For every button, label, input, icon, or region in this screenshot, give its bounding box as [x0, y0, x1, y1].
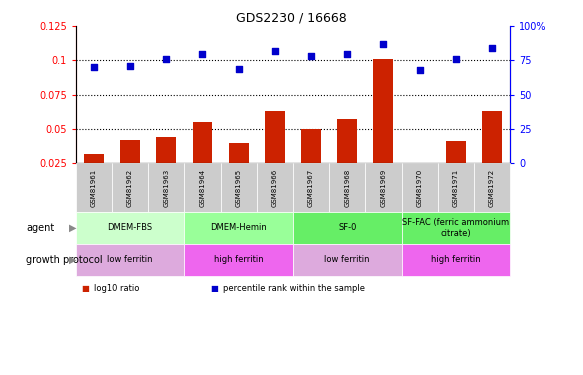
Text: ■: ■	[210, 284, 218, 293]
Bar	[229, 142, 248, 197]
Point	[234, 66, 243, 72]
Point	[343, 51, 352, 57]
Text: agent: agent	[26, 223, 54, 233]
Bar	[120, 140, 140, 197]
Text: growth protocol: growth protocol	[26, 255, 103, 265]
Text: DMEM-Hemin: DMEM-Hemin	[210, 224, 267, 232]
Point	[125, 63, 135, 69]
Text: ■: ■	[82, 284, 90, 293]
Point	[89, 64, 99, 70]
Bar	[374, 59, 394, 197]
Bar	[265, 111, 285, 197]
Text: GSM81970: GSM81970	[417, 168, 423, 207]
Text: GSM81967: GSM81967	[308, 168, 314, 207]
Text: low ferritin: low ferritin	[107, 255, 153, 264]
Text: ▶: ▶	[69, 223, 76, 233]
Bar	[192, 122, 212, 197]
Text: log10 ratio: log10 ratio	[94, 284, 140, 293]
Text: GSM81965: GSM81965	[236, 168, 242, 207]
Point	[415, 67, 424, 73]
Bar	[156, 137, 176, 197]
Text: GDS2230 / 16668: GDS2230 / 16668	[236, 11, 347, 24]
Text: percentile rank within the sample: percentile rank within the sample	[223, 284, 365, 293]
Text: GSM81962: GSM81962	[127, 168, 133, 207]
Bar	[301, 129, 321, 197]
Text: DMEM-FBS: DMEM-FBS	[107, 224, 153, 232]
Text: GSM81969: GSM81969	[381, 168, 387, 207]
Text: GSM81966: GSM81966	[272, 168, 278, 207]
Point	[451, 56, 461, 62]
Point	[307, 53, 316, 59]
Point	[379, 41, 388, 47]
Text: SF-0: SF-0	[338, 224, 356, 232]
Text: GSM81968: GSM81968	[344, 168, 350, 207]
Text: high ferritin: high ferritin	[214, 255, 264, 264]
Text: GSM81963: GSM81963	[163, 168, 169, 207]
Bar	[410, 166, 430, 197]
Point	[161, 56, 171, 62]
Text: GSM81972: GSM81972	[489, 168, 495, 207]
Text: ▶: ▶	[69, 255, 76, 265]
Text: SF-FAC (ferric ammonium
citrate): SF-FAC (ferric ammonium citrate)	[402, 218, 510, 237]
Text: GSM81971: GSM81971	[453, 168, 459, 207]
Text: GSM81964: GSM81964	[199, 168, 205, 207]
Bar	[446, 141, 466, 197]
Text: GSM81961: GSM81961	[91, 168, 97, 207]
Text: low ferritin: low ferritin	[325, 255, 370, 264]
Text: high ferritin: high ferritin	[431, 255, 480, 264]
Bar	[84, 153, 104, 197]
Bar	[482, 111, 502, 197]
Point	[270, 48, 279, 54]
Point	[198, 51, 207, 57]
Point	[487, 45, 497, 51]
Bar	[338, 119, 357, 197]
